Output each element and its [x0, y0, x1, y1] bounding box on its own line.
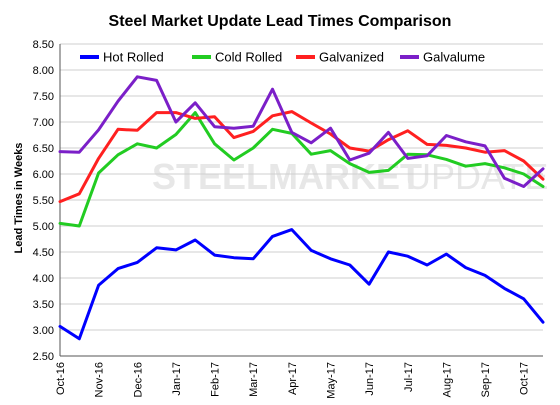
x-tick-label: Feb-17 — [210, 362, 222, 397]
y-tick-label: 7.00 — [33, 117, 54, 129]
y-tick-label: 6.50 — [33, 143, 54, 155]
legend-label-galvalume: Galvalume — [423, 50, 485, 65]
legend-label-hot-rolled: Hot Rolled — [103, 50, 164, 65]
y-tick-label: 4.00 — [33, 273, 54, 285]
x-tick-label: Sep-17 — [480, 362, 492, 397]
x-tick-label: Mar-17 — [248, 362, 260, 397]
x-tick-label: Jul-17 — [403, 362, 415, 392]
gridlines — [60, 43, 543, 357]
series-line-hot-rolled — [58, 228, 545, 341]
series-line-galvanized — [58, 110, 545, 204]
series-line-cold-rolled — [58, 111, 545, 228]
x-axis-ticks: Oct-16 Nov-16 Dec-16 Jan-17 Feb-17 Mar-17 Apr-… — [55, 362, 531, 399]
y-axis-ticks: 2.50 3.00 3.50 4.00 4.50 5.00 5.50 6.00 6.50 7.00… — [33, 39, 54, 363]
y-tick-label: 3.50 — [33, 299, 54, 311]
legend: Hot Rolled Cold Rolled Galvanized Galvalume — [80, 50, 485, 65]
y-tick-label: 4.50 — [33, 247, 54, 259]
series-line-galvalume — [58, 75, 545, 188]
y-tick-label: 5.50 — [33, 195, 54, 207]
watermark-word-steel: STEEL — [152, 156, 268, 197]
x-tick-label: May-17 — [325, 362, 337, 399]
chart-title: Steel Market Update Lead Times Compariso… — [109, 13, 452, 30]
x-tick-label: Dec-16 — [132, 362, 144, 397]
y-tick-label: 6.00 — [33, 169, 54, 181]
y-axis-label: Lead Times in Weeks — [13, 143, 25, 254]
y-tick-label: 5.00 — [33, 221, 54, 233]
x-tick-label: Jun-17 — [364, 362, 376, 396]
series-lines — [58, 75, 545, 341]
y-tick-label: 2.50 — [33, 351, 54, 363]
x-tick-label: Jan-17 — [171, 362, 183, 396]
legend-label-cold-rolled: Cold Rolled — [215, 50, 282, 65]
y-tick-label: 8.50 — [33, 39, 54, 51]
x-tick-label: Oct-16 — [55, 362, 67, 395]
x-tick-label: Oct-17 — [519, 362, 531, 395]
y-tick-label: 3.00 — [33, 325, 54, 337]
legend-label-galvanized: Galvanized — [319, 50, 384, 65]
x-tick-label: Nov-16 — [94, 362, 106, 397]
x-tick-label: Apr-17 — [287, 362, 299, 395]
y-tick-label: 8.00 — [33, 65, 54, 77]
y-tick-label: 7.50 — [33, 91, 54, 103]
x-tick-label: Aug-17 — [441, 362, 453, 397]
